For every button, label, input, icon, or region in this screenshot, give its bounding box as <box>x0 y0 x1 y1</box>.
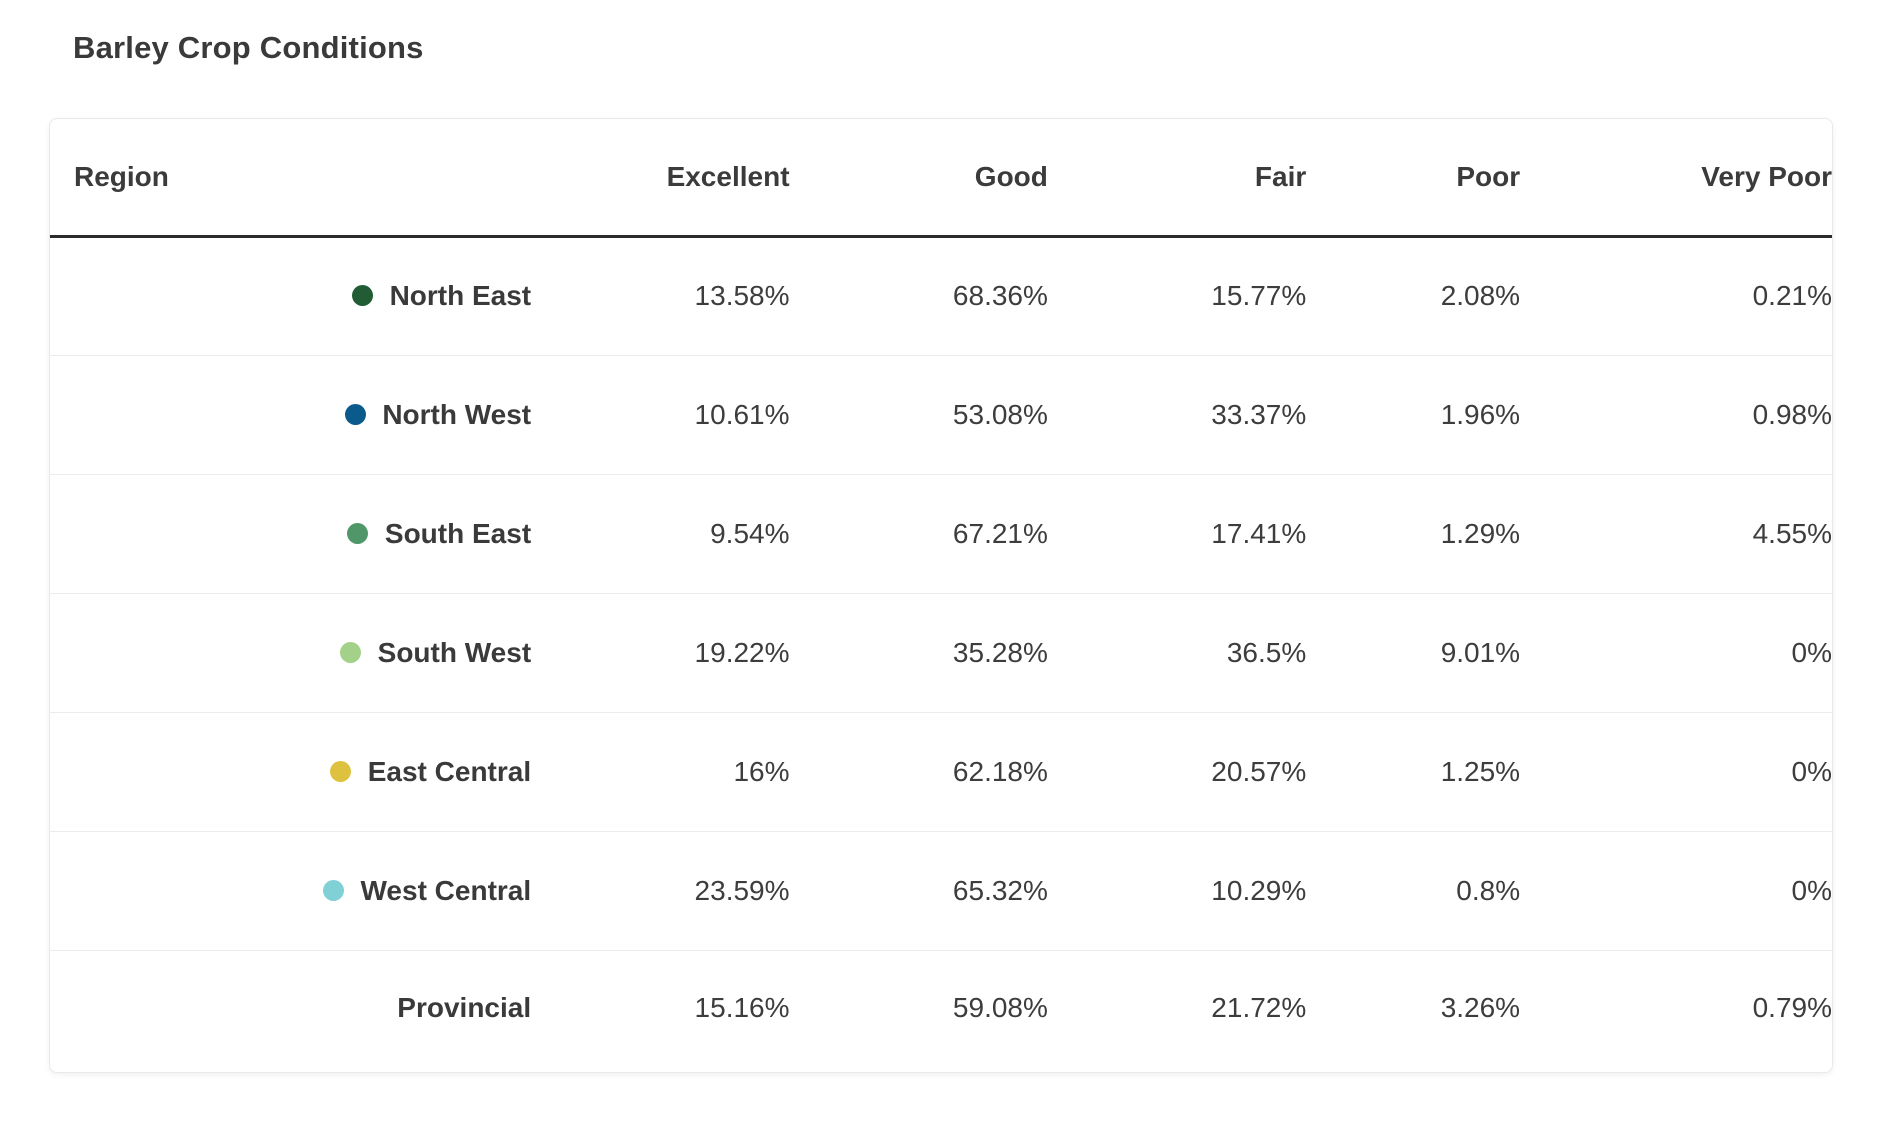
cell-excellent: 19.22% <box>694 636 790 668</box>
table-row-provincial: Provincial 15.16% 59.08% 21.72% 3.26% 0.… <box>50 950 1832 1066</box>
legend-dot-icon <box>322 879 344 901</box>
cell-good: 59.08% <box>952 992 1048 1024</box>
column-header-poor: Poor <box>1456 160 1521 192</box>
region-label: North West <box>382 398 532 430</box>
cell-poor: 9.01% <box>1440 636 1521 668</box>
region-label: West Central <box>360 874 532 906</box>
cell-good: 68.36% <box>952 280 1048 311</box>
cell-very-poor: 0% <box>1791 874 1832 906</box>
column-header-very-poor: Very Poor <box>1701 160 1832 192</box>
crop-conditions-table: Region Excellent Good Fair Poor Very Poo… <box>50 119 1832 1066</box>
region-label: North East <box>389 280 532 311</box>
cell-fair: 21.72% <box>1211 992 1307 1024</box>
cell-fair: 10.29% <box>1211 874 1307 906</box>
legend-dot-icon <box>347 522 369 544</box>
column-header-good: Good <box>974 160 1048 192</box>
column-header-fair: Fair <box>1254 160 1307 192</box>
cell-poor: 1.96% <box>1440 398 1521 430</box>
cell-excellent: 13.58% <box>694 280 790 311</box>
legend-dot-icon <box>344 403 366 425</box>
cell-very-poor: 0.79% <box>1752 992 1832 1024</box>
crop-conditions-card: Region Excellent Good Fair Poor Very Poo… <box>49 118 1833 1073</box>
cell-poor: 1.29% <box>1440 517 1521 549</box>
cell-good: 35.28% <box>952 636 1048 668</box>
cell-good: 62.18% <box>952 755 1048 787</box>
cell-fair: 17.41% <box>1211 517 1307 549</box>
legend-dot-icon <box>339 641 361 663</box>
table-row-west-central: West Central 23.59% 65.32% 10.29% 0.8% 0… <box>50 831 1832 950</box>
cell-good: 67.21% <box>952 517 1048 549</box>
cell-excellent: 16% <box>733 755 790 787</box>
cell-good: 53.08% <box>952 398 1048 430</box>
cell-excellent: 10.61% <box>694 398 790 430</box>
table-header-row: Region Excellent Good Fair Poor Very Poo… <box>50 119 1832 236</box>
cell-poor: 3.26% <box>1440 992 1521 1024</box>
table-row-south-east: South East 9.54% 67.21% 17.41% 1.29% 4.5… <box>50 474 1832 593</box>
cell-very-poor: 0.98% <box>1752 398 1832 430</box>
cell-poor: 0.8% <box>1456 874 1521 906</box>
column-header-region: Region <box>74 160 169 192</box>
table-row-south-west: South West 19.22% 35.28% 36.5% 9.01% 0% <box>50 593 1832 712</box>
cell-fair: 15.77% <box>1211 280 1307 311</box>
cell-very-poor: 0% <box>1791 755 1832 787</box>
cell-excellent: 9.54% <box>710 517 790 549</box>
cell-fair: 33.37% <box>1211 398 1307 430</box>
cell-good: 65.32% <box>952 874 1048 906</box>
cell-excellent: 15.16% <box>694 992 790 1024</box>
cell-fair: 36.5% <box>1226 636 1307 668</box>
table-row-north-west: North West 10.61% 53.08% 33.37% 1.96% 0.… <box>50 355 1832 474</box>
legend-dot-icon <box>329 760 351 782</box>
legend-dot-icon <box>351 285 373 307</box>
region-label: South West <box>377 636 532 668</box>
cell-very-poor: 0% <box>1791 636 1832 668</box>
cell-very-poor: 4.55% <box>1752 517 1832 549</box>
table-row-north-east: North East 13.58% 68.36% 15.77% 2.08% 0.… <box>50 236 1832 355</box>
cell-very-poor: 0.21% <box>1752 280 1832 311</box>
cell-excellent: 23.59% <box>694 874 790 906</box>
region-label: South East <box>384 517 532 549</box>
cell-poor: 1.25% <box>1440 755 1521 787</box>
table-row-east-central: East Central 16% 62.18% 20.57% 1.25% 0% <box>50 712 1832 831</box>
cell-fair: 20.57% <box>1211 755 1307 787</box>
column-header-excellent: Excellent <box>666 160 790 192</box>
region-label: East Central <box>367 755 532 787</box>
cell-poor: 2.08% <box>1440 280 1521 311</box>
page-title: Barley Crop Conditions <box>73 30 424 65</box>
summary-label: Provincial <box>397 992 532 1024</box>
